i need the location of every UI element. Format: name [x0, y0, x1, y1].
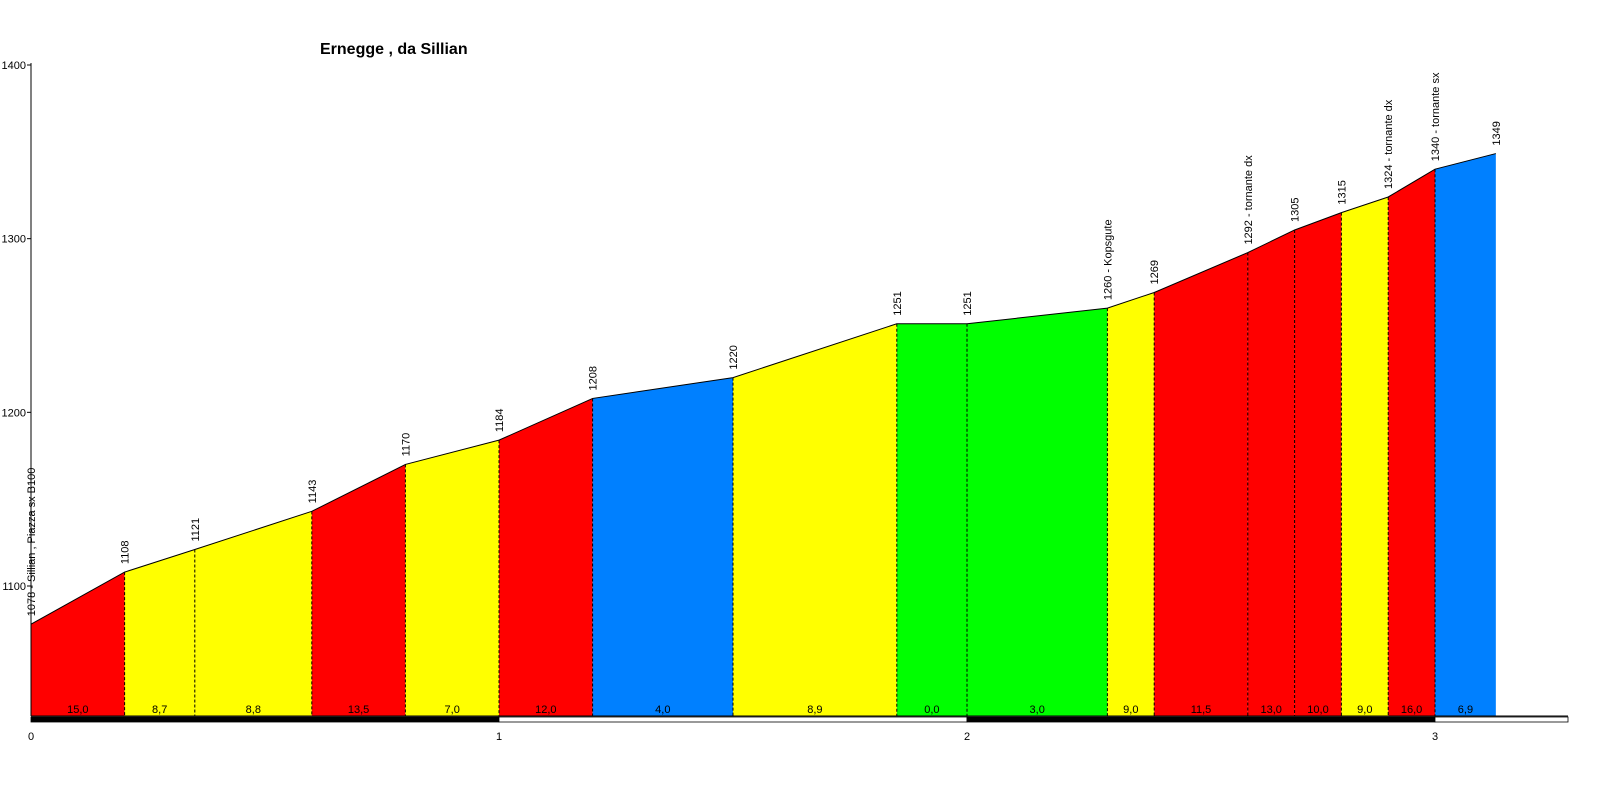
profile-line: [30, 153, 1496, 625]
point-label: 1143: [307, 480, 319, 504]
point-label: 1170: [400, 433, 412, 457]
point-label: 1324 - tornante dx: [1383, 99, 1395, 189]
segment-gradient-label: 10,0: [1307, 704, 1328, 716]
segment-fill: [896, 323, 967, 716]
km-bar-segment: [30, 716, 500, 723]
segment-fill: [733, 323, 897, 716]
x-tick-label: 0: [28, 731, 34, 743]
y-tick-label: 1300: [2, 234, 26, 246]
segment-gradient-label: 13,5: [348, 704, 369, 716]
segment-gradient-label: 15,0: [67, 704, 88, 716]
segment-fill: [1154, 252, 1248, 716]
segment-gradient-label: 16,0: [1401, 704, 1422, 716]
segment-gradient-label: 8,7: [152, 704, 167, 716]
segment-fill: [1247, 229, 1295, 716]
segment-gradient-label: 8,8: [246, 704, 261, 716]
x-tick-label: 1: [496, 731, 502, 743]
km-bar-segment: [1434, 716, 1569, 723]
point-label: 1184: [494, 408, 506, 432]
segment-gradient-label: 0,0: [924, 704, 939, 716]
point-label: 1121: [190, 518, 202, 542]
y-tick-label: 1100: [2, 581, 26, 593]
point-label: 1078 - Sillian , Piazza sx B100: [26, 468, 38, 617]
x-tick-label: 2: [964, 731, 970, 743]
segment-gradient-label: 9,0: [1357, 704, 1372, 716]
segment-fill: [967, 308, 1108, 716]
segment-fill: [194, 511, 312, 716]
y-tick-label: 1200: [2, 407, 26, 419]
point-label: 1305: [1290, 197, 1302, 221]
point-label: 1340 - tornante sx: [1430, 72, 1442, 161]
segment-gradient-label: 12,0: [535, 704, 556, 716]
segment-fill: [1341, 196, 1389, 716]
segment-gradient-label: 7,0: [445, 704, 460, 716]
segment-gradient-label: 13,0: [1260, 704, 1281, 716]
y-tick-label: 1400: [2, 60, 26, 72]
segment-fill: [592, 377, 733, 716]
point-label: 1269: [1149, 260, 1161, 284]
point-label: 1260 - Kopsgute: [1102, 219, 1114, 300]
segment-gradient-label: 9,0: [1123, 704, 1138, 716]
segment-gradient-label: 4,0: [655, 704, 670, 716]
segment-fill: [311, 464, 406, 716]
km-bar-segment: [966, 716, 1436, 723]
point-label: 1315: [1336, 180, 1348, 204]
km-bar-segment: [498, 716, 968, 723]
segment-fill: [499, 398, 593, 716]
x-tick-label: 3: [1432, 731, 1438, 743]
point-label: 1220: [728, 345, 740, 369]
chart-title: Ernegge , da Sillian: [320, 41, 468, 58]
segment-fill: [1294, 212, 1342, 716]
point-label: 1108: [120, 540, 132, 564]
segment-gradient-label: 3,0: [1030, 704, 1045, 716]
segment-fill: [124, 549, 195, 716]
segment-gradient-label: 11,5: [1191, 704, 1212, 716]
segment-fill: [1388, 169, 1435, 716]
point-label: 1208: [588, 366, 600, 390]
segment-gradient-label: 6,9: [1458, 704, 1473, 716]
segment-fill: [1107, 292, 1155, 716]
segment-fill: [31, 572, 125, 716]
segment-fill: [1435, 153, 1496, 716]
segment-fill: [405, 440, 499, 716]
point-label: 1292 - tornante dx: [1243, 155, 1255, 245]
point-label: 1349: [1491, 121, 1503, 145]
point-label: 1251: [892, 291, 904, 315]
point-label: 1251: [962, 291, 974, 315]
segment-gradient-label: 8,9: [807, 704, 822, 716]
